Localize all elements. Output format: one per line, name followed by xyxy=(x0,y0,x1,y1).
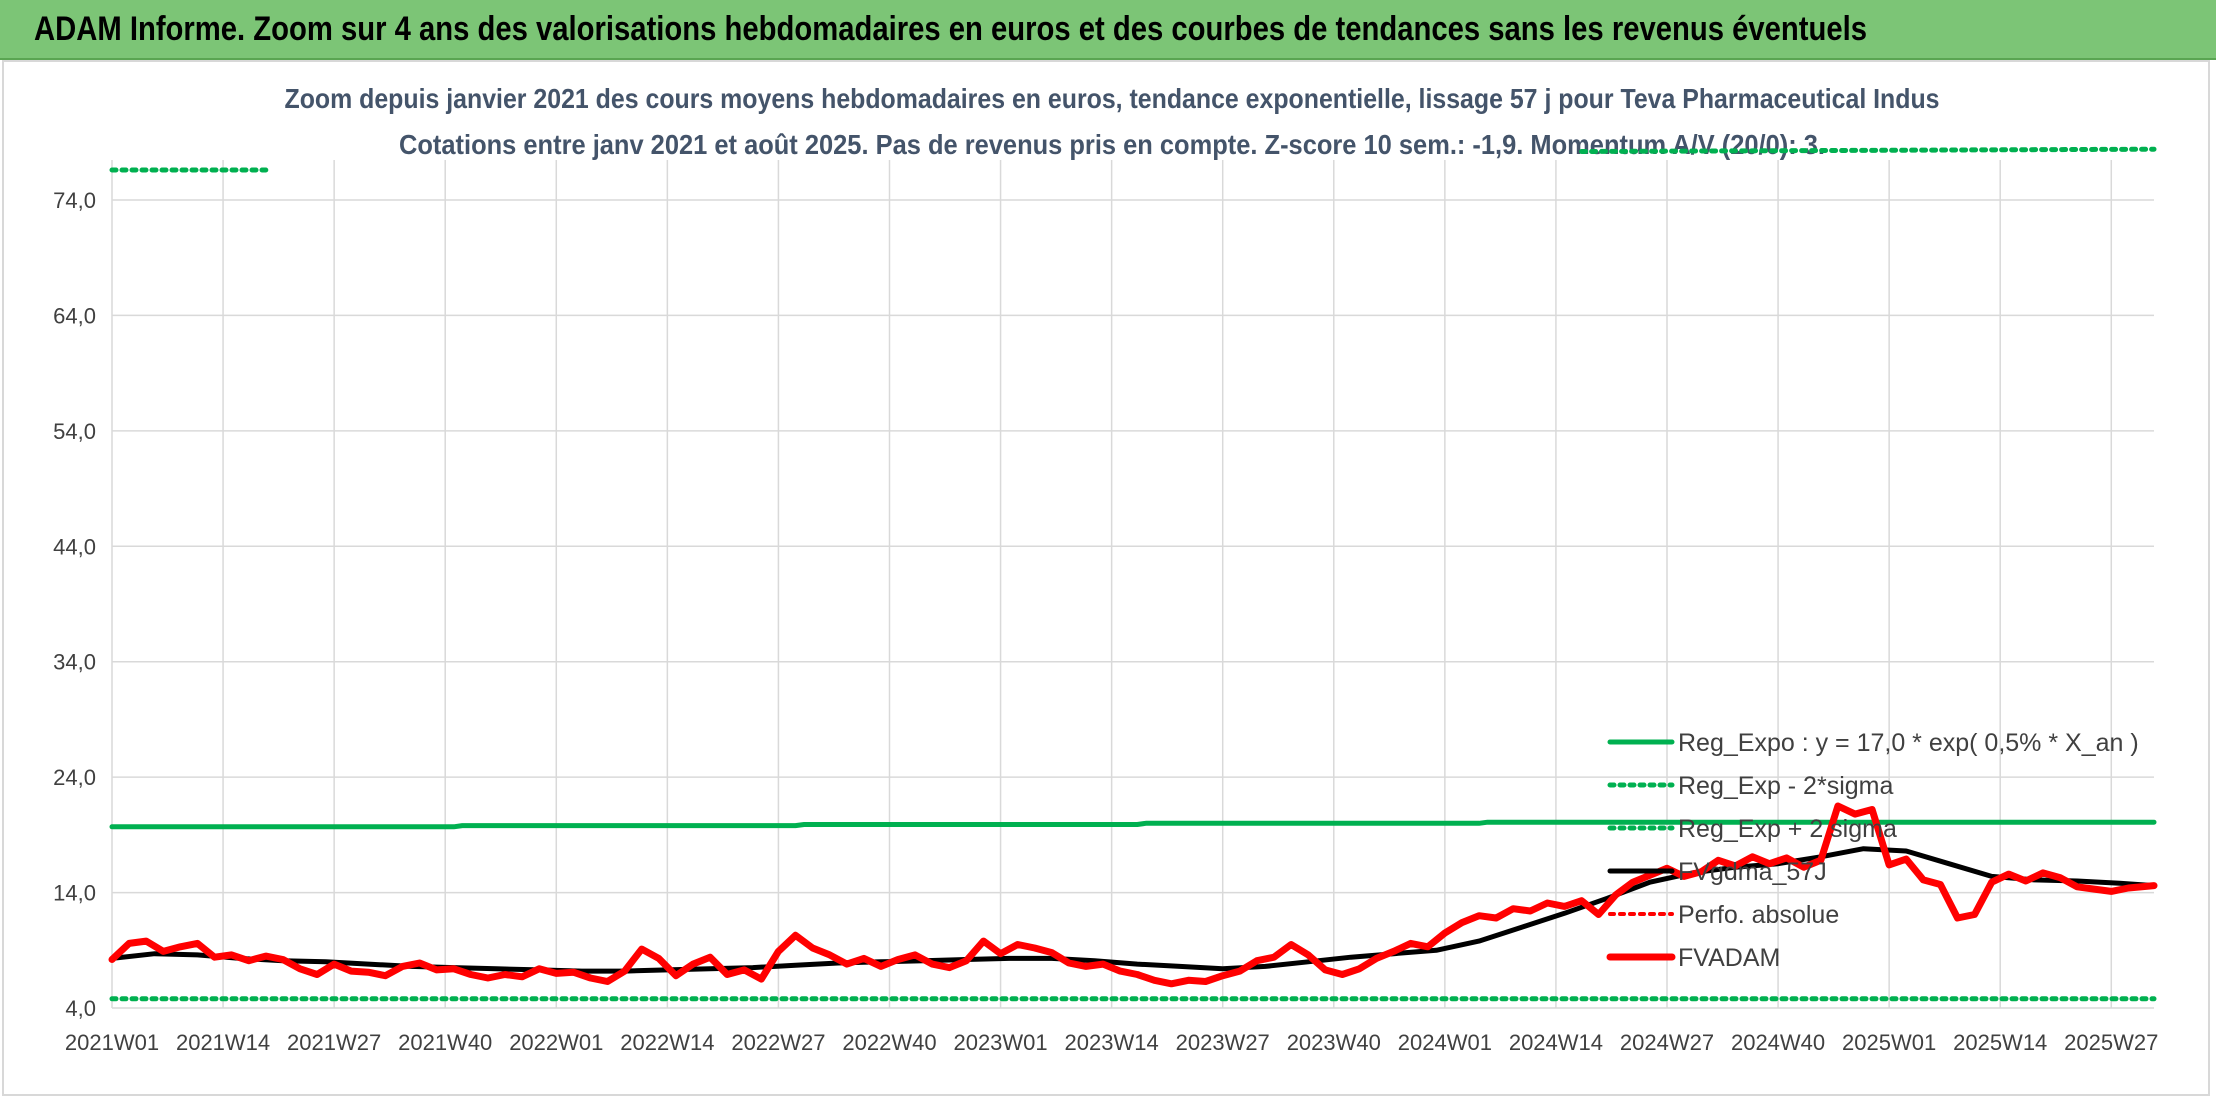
report-title: ADAM Informe. Zoom sur 4 ans des valoris… xyxy=(34,10,1867,48)
x-tick-label: 2024W27 xyxy=(1620,1030,1714,1055)
series-upper-band-line xyxy=(1579,146,2157,154)
x-tick-label: 2025W01 xyxy=(1842,1030,1936,1055)
legend-label: Reg_Expo : y = 17,0 * exp( 0,5% * X_an ) xyxy=(1678,729,2139,757)
series xyxy=(108,146,2158,1002)
series-line-5 xyxy=(108,802,2158,988)
x-tick-label: 2024W01 xyxy=(1398,1030,1492,1055)
x-tick-label: 2025W27 xyxy=(2064,1030,2158,1055)
grid xyxy=(111,160,2154,1009)
series-line-0 xyxy=(109,819,2157,830)
x-tick-label: 2023W14 xyxy=(1065,1030,1159,1055)
x-tick-label: 2023W01 xyxy=(953,1030,1047,1055)
line-chart: Zoom depuis janvier 2021 des cours moyen… xyxy=(53,83,2158,1055)
y-tick-label: 34,0 xyxy=(53,650,96,675)
x-tick-label: 2021W27 xyxy=(287,1030,381,1055)
x-tick-label: 2021W14 xyxy=(176,1030,270,1055)
x-tick-label: 2021W01 xyxy=(65,1030,159,1055)
report-banner: ADAM Informe. Zoom sur 4 ans des valoris… xyxy=(0,0,2216,60)
x-tick-label: 2022W14 xyxy=(620,1030,714,1055)
y-tick-label: 74,0 xyxy=(53,188,96,213)
legend: Reg_Expo : y = 17,0 * exp( 0,5% * X_an )… xyxy=(1606,729,2139,972)
y-tick-label: 44,0 xyxy=(53,534,96,559)
y-tick-label: 4,0 xyxy=(65,996,96,1021)
x-tick-label: 2022W40 xyxy=(842,1030,936,1055)
legend-label: Reg_Exp + 2 sigma xyxy=(1678,815,1897,843)
x-tick-label: 2024W40 xyxy=(1731,1030,1825,1055)
y-tick-label: 14,0 xyxy=(53,881,96,906)
x-tick-label: 2025W14 xyxy=(1953,1030,2047,1055)
x-tick-label: 2022W27 xyxy=(731,1030,825,1055)
legend-label: FVADAM xyxy=(1678,944,1780,972)
y-tick-label: 64,0 xyxy=(53,303,96,328)
x-tick-label: 2022W01 xyxy=(509,1030,603,1055)
legend-label: FVgdma_57J xyxy=(1678,858,1827,886)
chart-frame: Zoom depuis janvier 2021 des cours moyen… xyxy=(2,60,2210,1096)
chart-subtitle: Cotations entre janv 2021 et août 2025. … xyxy=(399,129,1825,160)
axes: 74,0 64,0 54,0 44,0 34,0 24,0 14,0 4,0 2021W01 20… xyxy=(53,188,2158,1055)
y-tick-label: 54,0 xyxy=(53,419,96,444)
series-line-3 xyxy=(109,846,2157,974)
x-tick-label: 2021W40 xyxy=(398,1030,492,1055)
chart-title: Zoom depuis janvier 2021 des cours moyen… xyxy=(285,83,1940,114)
x-tick-label: 2023W40 xyxy=(1287,1030,1381,1055)
legend-label: Perfo. absolue xyxy=(1678,901,1839,929)
y-tick-label: 24,0 xyxy=(53,765,96,790)
legend-label: Reg_Exp - 2*sigma xyxy=(1678,772,1893,800)
x-tick-label: 2023W27 xyxy=(1176,1030,1270,1055)
x-tick-label: 2024W14 xyxy=(1509,1030,1603,1055)
